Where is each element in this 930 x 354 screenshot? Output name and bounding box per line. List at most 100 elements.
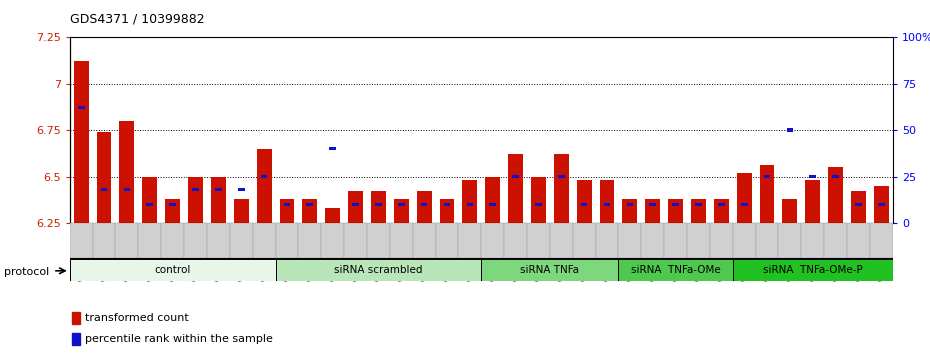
Text: protocol: protocol: [4, 267, 49, 277]
Bar: [687, 223, 710, 258]
Bar: [733, 259, 893, 281]
Bar: [215, 188, 221, 191]
Bar: [70, 223, 93, 258]
Bar: [504, 223, 527, 258]
Bar: [489, 203, 496, 206]
Bar: [321, 223, 344, 258]
Text: siRNA  TNFa-OMe-P: siRNA TNFa-OMe-P: [763, 265, 863, 275]
Bar: [275, 223, 299, 258]
Bar: [390, 223, 413, 258]
Bar: [280, 199, 295, 223]
Text: percentile rank within the sample: percentile rank within the sample: [85, 335, 272, 344]
Bar: [257, 149, 272, 223]
Bar: [169, 203, 176, 206]
Bar: [558, 175, 565, 178]
Bar: [146, 203, 153, 206]
Bar: [649, 203, 656, 206]
Bar: [275, 259, 482, 281]
Bar: [72, 333, 80, 346]
Bar: [188, 177, 203, 223]
Bar: [100, 188, 107, 191]
Text: transformed count: transformed count: [85, 313, 189, 323]
Bar: [398, 203, 405, 206]
Bar: [485, 177, 500, 223]
Bar: [642, 223, 664, 258]
Bar: [440, 199, 455, 223]
Bar: [166, 199, 180, 223]
Bar: [78, 106, 85, 109]
Bar: [508, 154, 523, 223]
Bar: [554, 154, 569, 223]
Bar: [595, 223, 618, 258]
Bar: [577, 180, 591, 223]
Bar: [805, 180, 820, 223]
Bar: [238, 188, 245, 191]
Bar: [550, 223, 573, 258]
Bar: [733, 223, 755, 258]
Bar: [710, 223, 733, 258]
Bar: [691, 199, 706, 223]
Bar: [737, 173, 751, 223]
Text: siRNA TNFa: siRNA TNFa: [521, 265, 579, 275]
Bar: [851, 192, 866, 223]
Text: siRNA scrambled: siRNA scrambled: [334, 265, 422, 275]
Bar: [481, 223, 504, 258]
Bar: [284, 203, 290, 206]
Bar: [371, 192, 386, 223]
Bar: [718, 203, 724, 206]
Bar: [70, 259, 275, 281]
Bar: [695, 203, 702, 206]
Bar: [352, 203, 359, 206]
Bar: [462, 180, 477, 223]
Bar: [393, 199, 408, 223]
Bar: [72, 312, 80, 324]
Bar: [802, 223, 824, 258]
Bar: [348, 192, 363, 223]
Bar: [787, 129, 793, 132]
Bar: [124, 188, 130, 191]
Bar: [299, 223, 321, 258]
Bar: [307, 203, 313, 206]
Bar: [618, 223, 642, 258]
Bar: [326, 208, 340, 223]
Bar: [260, 175, 268, 178]
Bar: [206, 223, 230, 258]
Bar: [535, 203, 542, 206]
Bar: [874, 186, 889, 223]
Bar: [367, 223, 390, 258]
Bar: [139, 223, 161, 258]
Bar: [481, 259, 618, 281]
Bar: [119, 121, 134, 223]
Bar: [829, 167, 844, 223]
Bar: [413, 223, 435, 258]
Bar: [161, 223, 184, 258]
Bar: [233, 199, 248, 223]
Bar: [115, 223, 139, 258]
Bar: [645, 199, 660, 223]
Bar: [847, 223, 870, 258]
Bar: [97, 132, 112, 223]
Bar: [809, 175, 817, 178]
Bar: [672, 203, 679, 206]
Bar: [581, 203, 588, 206]
Bar: [142, 177, 157, 223]
Bar: [755, 223, 778, 258]
Bar: [604, 203, 610, 206]
Bar: [93, 223, 115, 258]
Bar: [600, 180, 615, 223]
Bar: [824, 223, 847, 258]
Bar: [760, 165, 775, 223]
Bar: [435, 223, 458, 258]
Bar: [73, 61, 88, 223]
Bar: [573, 223, 595, 258]
Bar: [878, 203, 884, 206]
Bar: [870, 223, 893, 258]
Bar: [778, 223, 802, 258]
Bar: [714, 199, 729, 223]
Bar: [832, 175, 839, 178]
Bar: [782, 199, 797, 223]
Bar: [741, 203, 748, 206]
Text: siRNA  TNFa-OMe: siRNA TNFa-OMe: [631, 265, 721, 275]
Bar: [420, 203, 428, 206]
Bar: [467, 203, 473, 206]
